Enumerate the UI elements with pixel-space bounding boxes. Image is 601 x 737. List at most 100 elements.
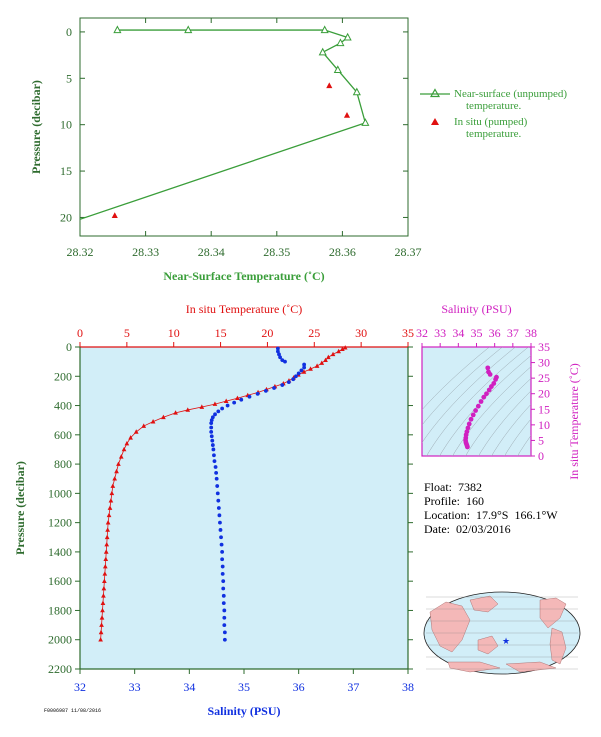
temp-tick-label: 10 <box>168 326 180 340</box>
ts-x-tick-label: 35 <box>471 326 483 340</box>
temperature-point <box>102 563 108 569</box>
salinity-point <box>213 465 218 469</box>
ts-x-tick-label: 38 <box>525 326 537 340</box>
profile-value: 160 <box>466 494 484 508</box>
legend-swatch-unpumped <box>420 88 450 98</box>
x-tick-label: 28.36 <box>329 245 356 259</box>
map-landmass <box>469 595 499 613</box>
temperature-point <box>114 468 119 474</box>
ts-point <box>487 372 493 377</box>
ts-y-axis-title: In situ Temperature (˚C) <box>567 363 581 480</box>
salinity-point <box>283 359 287 364</box>
y-tick-label: 0 <box>66 25 72 39</box>
location-label: Location: <box>424 508 470 522</box>
salinity-point <box>209 434 214 439</box>
ts-x-tick-label: 36 <box>489 326 501 340</box>
near-surface-legend: Near-surface (unpumped) temperature. In … <box>420 88 600 140</box>
near-surface-chart: 28.32 28.33 28.34 28.35 28.36 28.37 0 5 10 15 20 Ne… <box>29 17 422 283</box>
salinity-point <box>220 564 225 569</box>
salinity-point <box>302 362 307 367</box>
salinity-point <box>211 447 216 452</box>
ts-x-axis-title: Salinity (PSU) <box>441 302 511 316</box>
pres-tick-label: 1600 <box>48 574 72 588</box>
ts-x-tick-label: 34 <box>452 326 464 340</box>
salinity-point <box>291 377 296 382</box>
temp-tick-label: 30 <box>355 326 367 340</box>
temp-tick-label: 25 <box>308 326 320 340</box>
temperature-point <box>121 446 127 452</box>
salinity-point <box>214 470 219 475</box>
pres-tick-label: 200 <box>54 369 72 383</box>
profile-label: Profile: <box>424 494 460 508</box>
map-landmass <box>447 661 501 673</box>
pres-tick-label: 800 <box>54 457 72 471</box>
legend-label-unpumped-2: temperature. <box>466 100 522 112</box>
x-tick-label: 28.32 <box>67 245 94 259</box>
temperature-point <box>118 454 124 459</box>
x-tick-label: 28.33 <box>132 245 159 259</box>
ts-point <box>488 384 494 389</box>
pres-tick-label: 2200 <box>48 662 72 676</box>
temperature-point <box>150 419 156 424</box>
temperature-point <box>109 490 115 496</box>
legend-swatch-pumped <box>431 118 439 125</box>
series-unpumped-marker <box>361 118 370 126</box>
temperature-point <box>107 505 113 510</box>
y-tick-label: 10 <box>60 118 72 132</box>
ts-point <box>486 387 492 393</box>
density-contour <box>422 347 490 411</box>
salinity-point <box>222 608 227 613</box>
profile-chart: 0 5 10 15 20 25 30 35 In situ Temperature (˚C) 32… <box>13 302 414 718</box>
temp-tick-label: 15 <box>215 326 227 340</box>
salinity-point <box>221 601 226 606</box>
series-pumped-marker <box>343 112 351 118</box>
float-position-marker: ★ <box>502 636 510 646</box>
salinity-point <box>222 637 227 642</box>
profile-line: Profile: 160 <box>424 494 558 508</box>
sal-tick-label: 34 <box>183 680 195 694</box>
ts-point <box>484 391 489 397</box>
series-pumped-marker <box>326 82 333 89</box>
temperature-point <box>101 585 107 591</box>
salinity-point <box>218 520 222 525</box>
series-unpumped-marker <box>336 38 345 47</box>
ts-point <box>475 403 481 409</box>
ts-y-tick-label: 25 <box>538 371 550 385</box>
salinity-point <box>220 406 225 411</box>
temperature-point <box>301 369 307 374</box>
salinity-point <box>216 409 221 414</box>
salinity-point <box>220 550 225 554</box>
temp-tick-label: 0 <box>77 326 83 340</box>
temperature-point <box>314 363 320 368</box>
series-unpumped-marker <box>113 25 122 34</box>
pres-tick-label: 1000 <box>48 486 72 500</box>
salinity-point <box>222 615 227 620</box>
series-unpumped-marker <box>318 47 327 56</box>
temperature-point <box>223 398 229 403</box>
map-landmass <box>505 661 557 673</box>
salinity-point <box>217 513 222 518</box>
salinity-point <box>213 412 217 417</box>
pres-tick-label: 1200 <box>48 516 72 530</box>
temperature-point <box>108 498 114 503</box>
salinity-point <box>278 355 282 360</box>
float-line: Float: 7382 <box>424 480 558 494</box>
temp-axis-title: In situ Temperature (˚C) <box>186 302 303 316</box>
ts-point <box>478 399 484 404</box>
ts-point <box>473 408 478 413</box>
x-tick-label: 28.35 <box>263 245 290 259</box>
density-contour <box>426 347 529 456</box>
legend-entry-pumped: In situ (pumped) temperature. <box>420 116 600 140</box>
profile-plot-background <box>80 347 408 669</box>
sal-tick-label: 37 <box>347 680 359 694</box>
salinity-point <box>296 371 301 376</box>
ts-x-tick-label: 33 <box>434 326 446 340</box>
y-tick-label: 20 <box>60 210 72 224</box>
salinity-point <box>299 368 304 373</box>
temperature-point <box>235 395 240 401</box>
temperature-point <box>110 483 116 488</box>
salinity-point <box>277 352 281 357</box>
salinity-point <box>221 586 226 591</box>
series-unpumped-marker <box>184 25 193 34</box>
